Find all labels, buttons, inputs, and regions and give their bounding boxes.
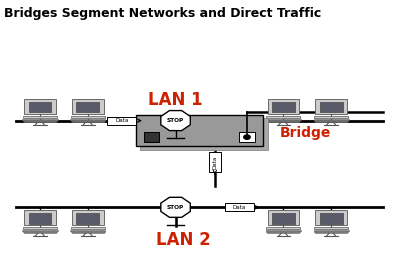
FancyBboxPatch shape xyxy=(316,99,347,114)
Text: Bridge: Bridge xyxy=(279,126,331,140)
FancyBboxPatch shape xyxy=(315,121,347,122)
Text: STOP: STOP xyxy=(167,118,184,123)
FancyBboxPatch shape xyxy=(225,203,254,211)
FancyBboxPatch shape xyxy=(71,120,105,121)
FancyBboxPatch shape xyxy=(314,116,348,118)
FancyBboxPatch shape xyxy=(71,231,105,232)
FancyBboxPatch shape xyxy=(239,132,255,142)
FancyBboxPatch shape xyxy=(22,119,57,120)
FancyBboxPatch shape xyxy=(316,210,347,225)
FancyBboxPatch shape xyxy=(70,230,105,231)
Polygon shape xyxy=(161,197,190,217)
FancyBboxPatch shape xyxy=(144,132,159,142)
Polygon shape xyxy=(161,111,190,131)
FancyBboxPatch shape xyxy=(23,116,57,118)
FancyBboxPatch shape xyxy=(314,227,348,229)
FancyBboxPatch shape xyxy=(23,227,57,229)
FancyBboxPatch shape xyxy=(272,214,295,224)
FancyBboxPatch shape xyxy=(320,214,343,224)
FancyBboxPatch shape xyxy=(266,119,301,120)
FancyBboxPatch shape xyxy=(72,121,104,122)
FancyBboxPatch shape xyxy=(76,102,99,112)
FancyBboxPatch shape xyxy=(28,214,51,224)
Text: Data: Data xyxy=(212,155,217,169)
FancyBboxPatch shape xyxy=(23,120,57,121)
FancyBboxPatch shape xyxy=(314,120,348,121)
FancyBboxPatch shape xyxy=(24,210,55,225)
FancyBboxPatch shape xyxy=(272,102,295,112)
FancyBboxPatch shape xyxy=(267,232,299,233)
FancyBboxPatch shape xyxy=(24,121,56,122)
FancyBboxPatch shape xyxy=(28,102,51,112)
FancyBboxPatch shape xyxy=(71,116,105,118)
Text: LAN 2: LAN 2 xyxy=(156,231,211,249)
FancyBboxPatch shape xyxy=(267,231,300,232)
FancyBboxPatch shape xyxy=(72,210,103,225)
Text: Data: Data xyxy=(115,118,128,123)
FancyBboxPatch shape xyxy=(107,117,136,125)
FancyBboxPatch shape xyxy=(70,119,105,120)
FancyBboxPatch shape xyxy=(315,232,347,233)
FancyBboxPatch shape xyxy=(268,210,299,225)
FancyBboxPatch shape xyxy=(71,227,105,229)
FancyBboxPatch shape xyxy=(136,115,263,146)
FancyBboxPatch shape xyxy=(24,99,55,114)
Text: Bridges Segment Networks and Direct Traffic: Bridges Segment Networks and Direct Traf… xyxy=(4,7,321,20)
Text: Data: Data xyxy=(233,205,246,210)
FancyBboxPatch shape xyxy=(72,99,103,114)
FancyBboxPatch shape xyxy=(320,102,343,112)
FancyBboxPatch shape xyxy=(24,232,56,233)
FancyBboxPatch shape xyxy=(314,119,349,120)
FancyBboxPatch shape xyxy=(267,120,300,121)
FancyBboxPatch shape xyxy=(23,231,57,232)
FancyBboxPatch shape xyxy=(266,230,301,231)
FancyBboxPatch shape xyxy=(209,152,221,172)
FancyBboxPatch shape xyxy=(22,230,57,231)
Circle shape xyxy=(244,135,250,139)
Text: STOP: STOP xyxy=(167,205,184,210)
FancyBboxPatch shape xyxy=(267,116,300,118)
FancyBboxPatch shape xyxy=(268,99,299,114)
FancyBboxPatch shape xyxy=(76,214,99,224)
FancyBboxPatch shape xyxy=(314,231,348,232)
FancyBboxPatch shape xyxy=(314,230,349,231)
Text: LAN 1: LAN 1 xyxy=(148,91,203,109)
FancyBboxPatch shape xyxy=(267,227,300,229)
FancyBboxPatch shape xyxy=(267,121,299,122)
FancyBboxPatch shape xyxy=(140,118,268,150)
FancyBboxPatch shape xyxy=(72,232,104,233)
